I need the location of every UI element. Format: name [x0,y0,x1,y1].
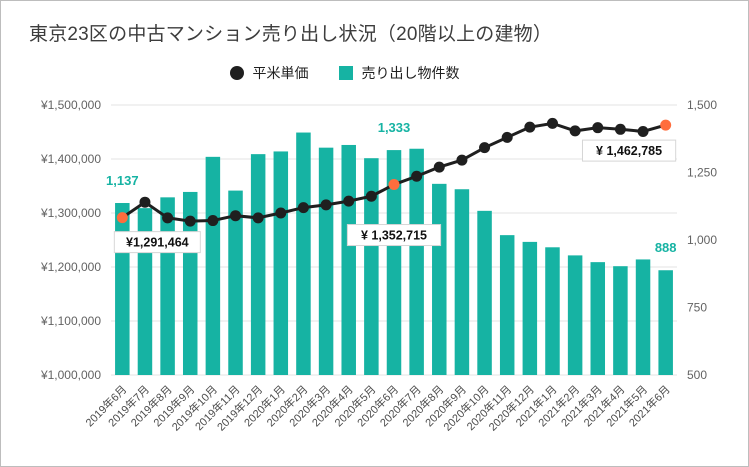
price-point [320,199,332,211]
line-series-swatch-icon [229,66,244,80]
price-point [297,202,309,214]
legend-item-price-per-sqm: 平米単価 [229,63,309,83]
y-axis-label-left: ¥1,500,000 [40,98,101,112]
highlight-point [388,179,400,191]
price-point [501,131,513,143]
bar [454,189,470,375]
y-axis-label-left: ¥1,300,000 [40,206,101,220]
bar-series-swatch-icon [338,66,353,80]
price-point [614,123,626,135]
price-point [207,215,219,227]
bar [228,190,243,375]
y-axis-label-right: 1,250 [687,166,717,180]
point-value-label-box [113,231,201,254]
price-point [456,154,468,166]
bar [545,247,560,375]
y-axis-label-right: 500 [687,368,707,382]
bar [341,144,356,375]
bar [296,132,311,375]
y-axis-label-left: ¥1,100,000 [40,314,101,328]
price-point [365,190,377,202]
bar [658,270,673,375]
point-value-label: ¥1,291,464 [126,236,189,250]
bar [613,266,628,375]
price-point [275,207,287,219]
bar [160,197,175,375]
bar [318,147,334,375]
bar [250,154,266,375]
y-axis-label-right: 1,500 [687,98,717,112]
bar [432,183,447,375]
bar [273,151,289,375]
point-value-label: ¥ 1,352,715 [361,229,427,243]
chart-title: 東京23区の中古マンション売り出し状況（20階以上の建物） [29,24,553,45]
bar-value-label: 888 [655,240,677,255]
price-point [184,215,196,227]
price-point [162,212,174,224]
price-point [230,210,242,222]
bar-value-label: 1,333 [378,120,411,135]
bar [409,148,424,375]
chart-svg: ¥1,000,000 ¥1,100,000 ¥1,200,000 ¥1,300,000… [40,98,717,434]
bar [477,210,492,375]
legend-item-listing-count: 売り出し物件数 [338,63,460,83]
point-value-label-box [581,139,677,162]
price-point [546,117,558,129]
bar [115,203,130,375]
legend-label-price-per-sqm: 平米単価 [252,65,309,81]
highlight-point [660,119,672,131]
bar [590,262,606,375]
price-point [637,125,649,137]
price-point [252,212,264,224]
y-axis-label-right: 1,000 [687,233,717,247]
bar [205,156,221,375]
y-axis-label-right: 750 [687,301,707,315]
price-point [569,125,581,137]
price-point [139,196,151,208]
bar [386,150,402,375]
bar [635,259,651,375]
bar [364,158,379,375]
bar-value-label: 1,137 [106,173,139,188]
highlight-point [116,212,128,224]
price-point [479,142,491,154]
y-axis-label-left: ¥1,000,000 [40,368,101,382]
y-axis-label-left: ¥1,400,000 [40,152,101,166]
point-value-label-box [346,224,442,247]
bar [522,241,538,375]
bar [567,255,583,375]
price-point [343,195,355,207]
price-point [592,122,604,134]
chart-legend: 平米単価 売り出し物件数 [1,63,688,83]
price-point [524,121,536,133]
bar [499,235,515,375]
price-point [411,170,423,182]
price-point [433,161,445,173]
point-value-label: ¥ 1,462,785 [596,144,662,158]
legend-label-listing-count: 売り出し物件数 [361,65,460,81]
y-axis-label-left: ¥1,200,000 [40,260,101,274]
